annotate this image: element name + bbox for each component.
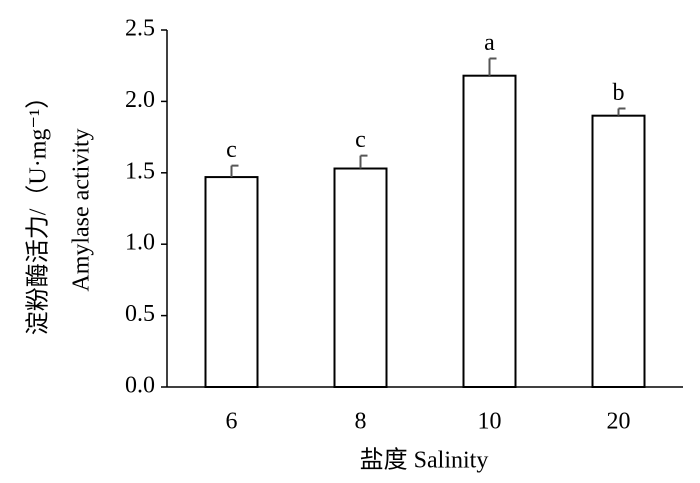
bar — [591, 114, 646, 389]
y-tick-label: 1.5 — [125, 158, 155, 184]
y-tick-label: 2.5 — [125, 16, 155, 42]
y-tick-label: 0.0 — [125, 373, 155, 399]
x-axis-label: 盐度 Salinity — [360, 447, 489, 474]
y-tick-label: 1.0 — [125, 230, 155, 256]
x-tick-label: 6 — [226, 409, 238, 435]
bar — [462, 74, 517, 388]
significance-letter: a — [484, 30, 495, 56]
significance-letter: c — [226, 137, 237, 163]
error-bar — [359, 154, 368, 169]
significance-letter: c — [355, 127, 366, 153]
bar — [204, 176, 259, 388]
y-tick-label: 0.5 — [125, 301, 155, 327]
y-axis-label: Amylase activity — [69, 128, 95, 291]
bar — [333, 167, 388, 388]
x-tick-label: 20 — [607, 409, 631, 435]
x-tick-label: 8 — [355, 409, 367, 435]
significance-letter: b — [613, 80, 625, 106]
x-tick-label: 10 — [478, 409, 502, 435]
error-bar — [230, 164, 239, 178]
y-axis-label: 淀粉酶活力/（U·mg⁻¹） — [25, 85, 52, 336]
y-tick-label: 2.0 — [125, 87, 155, 113]
error-bar — [488, 57, 497, 76]
error-bar — [617, 107, 626, 116]
